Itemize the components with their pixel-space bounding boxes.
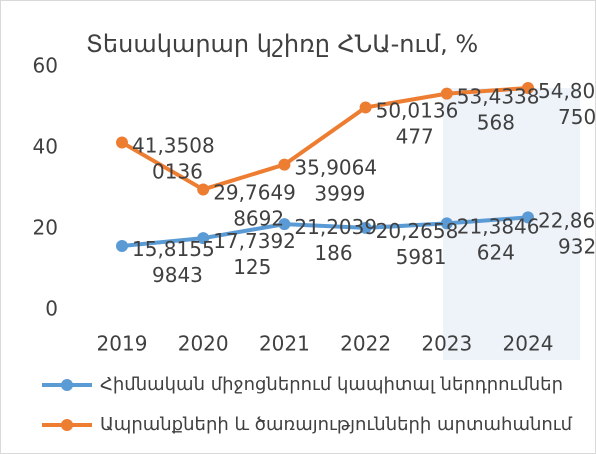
data-label-line: 22,8630 [538,208,596,232]
data-label-line: 50,0136 [376,98,459,122]
data-label-line: 15,8155 [132,236,215,260]
data-label-line: 624 [477,240,515,264]
y-tick-label: 40 [33,135,58,159]
x-tick-label: 2022 [340,332,391,356]
data-label-line: 7504 [558,105,596,129]
data-label-line: 9328 [558,234,596,258]
data-label-line: 21,2039 [294,215,377,239]
data-label: 15,8155 9843 [132,236,215,286]
legend-marker [61,419,73,431]
data-label: 17,7392 125 [213,229,296,279]
data-point [278,158,291,171]
x-tick-label: 2024 [503,332,554,356]
data-label: 21,2039 186 [294,215,377,265]
data-label: 50,0136 477 [376,98,459,148]
data-point [440,217,453,230]
data-point [440,87,453,100]
series-line [121,215,529,248]
x-tick-label: 2020 [178,332,229,356]
data-label-line: 29,7649 [213,180,296,204]
y-tick-label: 60 [33,54,58,78]
legend-label: Հիմնական միջոցներում կապիտալ ներդրումներ [100,374,563,395]
data-label-line: 35,9064 [294,155,377,179]
data-label: 22,86309328 [538,208,596,258]
data-label: 21,3846 624 [457,214,540,264]
data-label: 20,2658 5981 [376,218,459,268]
data-label: 41,3508 0136 [132,133,215,183]
legend-label: Ապրանքների և ծառայությունների արտահանում [100,414,573,435]
data-label-line: 53,4338 [457,84,540,108]
data-point [522,211,534,224]
data-label-line: 21,3846 [457,214,540,238]
x-tick-label: 2019 [97,332,148,356]
y-tick-label: 20 [33,216,58,240]
data-point [522,82,534,95]
data-label-line: 125 [233,255,271,279]
data-label-line: 41,3508 [132,133,215,157]
data-point [116,239,128,252]
data-label: 35,9064 3999 [294,155,377,205]
data-label-line: 54,8053 [538,79,596,103]
data-label-line: 0136 [152,159,203,183]
data-label: 53,4338 568 [457,84,540,134]
data-label-line: 568 [477,110,515,134]
data-point [278,218,291,231]
chart-title: Տեսակարար կշիռը ՀՆԱ-ում, % [86,30,478,58]
data-label-line: 17,7392 [213,229,296,253]
data-label-line: 20,2658 [376,218,459,242]
data-point [197,232,210,245]
data-point [197,183,210,196]
data-label-line: 5981 [396,244,447,268]
series-line [120,86,529,192]
data-label-line: 3999 [314,181,365,205]
legend-marker [61,379,73,391]
data-label: 29,7649 8692 [213,180,296,230]
data-point [359,101,372,114]
data-point [359,221,372,234]
data-label-line: 9843 [152,262,203,286]
data-label: 54,80537504 [538,79,596,129]
y-tick-label: 0 [45,297,58,321]
x-tick-label: 2023 [421,332,472,356]
data-label-line: 8692 [233,206,284,230]
data-label-line: 186 [314,241,352,265]
data-point [116,136,128,149]
data-label-line: 477 [396,124,434,148]
forecast-shade [443,88,580,360]
x-tick-label: 2021 [259,332,310,356]
